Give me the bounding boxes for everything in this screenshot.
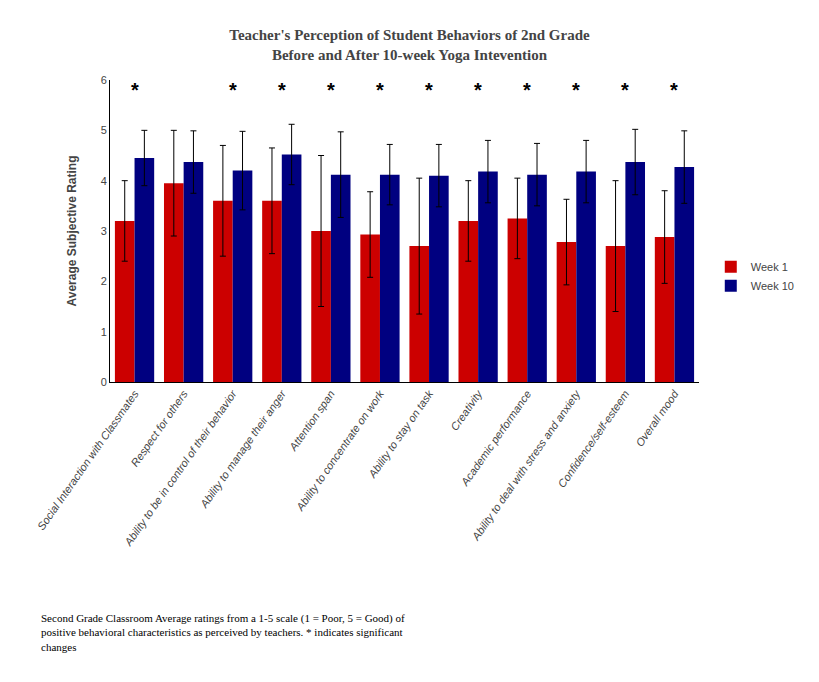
svg-text:Creativity: Creativity <box>448 387 485 433</box>
svg-text:*: * <box>278 79 286 101</box>
svg-text:2: 2 <box>101 275 107 287</box>
svg-text:*: * <box>376 79 384 101</box>
svg-text:Second Grade Classroom Average: Second Grade Classroom Average ratings f… <box>41 612 405 653</box>
svg-text:*: * <box>131 79 139 101</box>
svg-text:Social Interaction with Classm: Social Interaction with Classmates <box>35 388 141 533</box>
svg-text:Attention span: Attention span <box>286 388 337 453</box>
svg-text:Confidence/self-esteem: Confidence/self-esteem <box>555 388 631 490</box>
svg-text:Ability to deal with stress an: Ability to deal with stress and anxiety <box>469 387 583 543</box>
svg-text:Ability to stay on task: Ability to stay on task <box>366 388 436 481</box>
svg-text:4: 4 <box>101 175 107 187</box>
svg-text:*: * <box>572 79 580 101</box>
svg-text:5: 5 <box>101 124 107 136</box>
svg-text:3: 3 <box>101 225 107 237</box>
svg-text:Respect for others: Respect for others <box>128 388 190 469</box>
svg-text:Ability to be in control of th: Ability to be in control of their behavi… <box>121 387 239 549</box>
svg-text:*: * <box>474 79 482 101</box>
svg-text:*: * <box>621 79 629 101</box>
svg-text:1: 1 <box>101 326 107 338</box>
svg-text:Average Subjective Rating: Average Subjective Rating <box>65 156 79 307</box>
svg-text:6: 6 <box>101 74 107 86</box>
svg-text:Ability to concentrate on work: Ability to concentrate on work <box>293 388 386 514</box>
svg-text:*: * <box>425 79 433 101</box>
svg-text:Academic performance: Academic performance <box>458 388 533 488</box>
svg-text:*: * <box>327 79 335 101</box>
svg-text:Overall mood: Overall mood <box>633 387 681 448</box>
svg-text:0: 0 <box>101 376 107 388</box>
svg-text:Week 1: Week 1 <box>751 261 788 273</box>
svg-text:Ability to manage their anger: Ability to manage their anger <box>197 387 288 510</box>
svg-text:Week 10: Week 10 <box>751 280 794 292</box>
svg-text:*: * <box>229 79 237 101</box>
svg-text:*: * <box>523 79 531 101</box>
svg-text:*: * <box>670 79 678 101</box>
svg-text:Teacher's Perception of Studen: Teacher's Perception of Student Behavior… <box>229 27 590 63</box>
